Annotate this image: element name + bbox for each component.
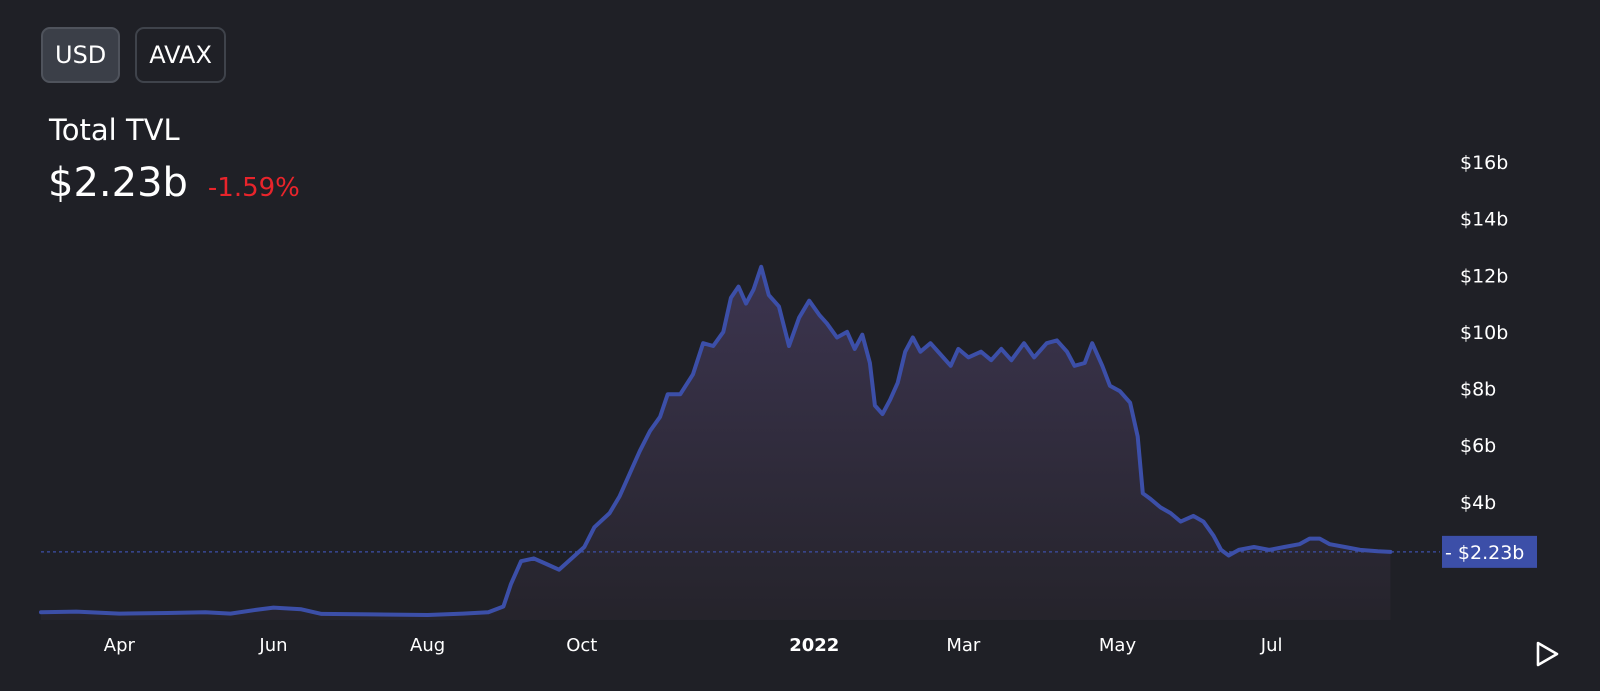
x-tick-label: May — [1099, 635, 1137, 656]
metric-summary: $2.23b -1.59% — [48, 160, 300, 206]
tvl-area — [41, 266, 1391, 620]
current-value-badge — [1442, 535, 1537, 568]
x-tick-label: 2022 — [789, 635, 839, 656]
x-tick-label: Jul — [1260, 635, 1283, 656]
avax-button[interactable]: AVAX — [135, 27, 226, 83]
current-value-label: - $2.23b — [1445, 542, 1524, 564]
y-tick-label: $8b — [1460, 379, 1496, 401]
metric-change: -1.59% — [207, 173, 300, 203]
y-tick-label: $6b — [1460, 435, 1496, 457]
play-icon[interactable] — [1532, 639, 1562, 669]
metric-title: Total TVL — [49, 113, 180, 147]
x-tick-label: Mar — [946, 635, 981, 656]
usd-button[interactable]: USD — [41, 27, 121, 83]
tvl-line — [39, 264, 1393, 617]
y-tick-label: $10b — [1460, 322, 1508, 344]
x-tick-label: Oct — [566, 635, 597, 656]
y-tick-label: $12b — [1460, 265, 1508, 287]
y-tick-label: $14b — [1460, 209, 1508, 231]
currency-toggle: USD AVAX — [41, 27, 226, 83]
x-tick-label: Jun — [258, 635, 287, 656]
y-tick-label: $16b — [1460, 152, 1508, 174]
metric-value: $2.23b — [48, 160, 188, 206]
x-tick-label: Aug — [410, 635, 445, 656]
x-tick-label: Apr — [104, 635, 136, 656]
y-tick-label: $4b — [1460, 492, 1496, 514]
